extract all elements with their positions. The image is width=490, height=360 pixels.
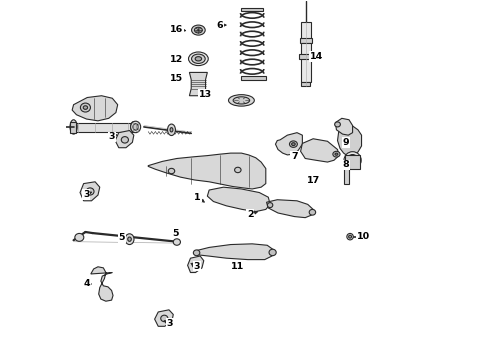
Polygon shape	[155, 310, 173, 326]
Text: 3: 3	[194, 262, 200, 271]
Text: 3: 3	[83, 190, 89, 199]
Ellipse shape	[268, 203, 273, 208]
Bar	[299, 54, 313, 59]
Ellipse shape	[192, 262, 199, 268]
Ellipse shape	[347, 154, 358, 166]
Ellipse shape	[75, 233, 84, 241]
Ellipse shape	[131, 121, 141, 133]
Ellipse shape	[349, 235, 351, 238]
Ellipse shape	[192, 54, 205, 63]
Polygon shape	[74, 123, 134, 132]
Ellipse shape	[128, 237, 131, 241]
Ellipse shape	[233, 97, 250, 104]
Ellipse shape	[290, 141, 297, 147]
Text: 13: 13	[199, 90, 212, 99]
Ellipse shape	[347, 233, 353, 240]
Polygon shape	[345, 155, 360, 168]
Ellipse shape	[292, 143, 295, 145]
Ellipse shape	[125, 234, 134, 244]
Polygon shape	[207, 187, 270, 212]
Ellipse shape	[70, 120, 77, 134]
Text: 2: 2	[247, 210, 254, 219]
Ellipse shape	[309, 210, 316, 215]
Text: 6: 6	[217, 21, 223, 30]
Polygon shape	[70, 122, 76, 133]
Ellipse shape	[161, 315, 168, 321]
Polygon shape	[242, 76, 266, 80]
Ellipse shape	[83, 106, 88, 109]
Polygon shape	[148, 153, 266, 189]
Polygon shape	[242, 8, 263, 11]
Bar	[300, 22, 311, 41]
Ellipse shape	[80, 103, 91, 112]
Text: 5: 5	[172, 229, 178, 238]
Ellipse shape	[333, 151, 340, 157]
Ellipse shape	[189, 52, 208, 66]
Ellipse shape	[86, 188, 94, 195]
Ellipse shape	[168, 124, 175, 135]
Ellipse shape	[228, 95, 254, 106]
Text: 7: 7	[291, 152, 298, 161]
Ellipse shape	[269, 249, 276, 256]
Ellipse shape	[195, 57, 201, 61]
Text: 1: 1	[195, 193, 201, 202]
Text: 14: 14	[310, 52, 323, 61]
Text: 5: 5	[119, 233, 125, 242]
Polygon shape	[188, 256, 204, 273]
Polygon shape	[300, 139, 339, 162]
Polygon shape	[338, 126, 362, 156]
Bar	[300, 82, 310, 86]
Text: 11: 11	[231, 262, 245, 271]
Ellipse shape	[350, 158, 355, 163]
Text: 3: 3	[167, 319, 173, 328]
Ellipse shape	[133, 124, 138, 130]
Polygon shape	[80, 182, 100, 201]
Bar	[301, 42, 311, 82]
Polygon shape	[267, 200, 313, 218]
Ellipse shape	[170, 128, 173, 132]
Ellipse shape	[235, 167, 241, 173]
Polygon shape	[91, 267, 113, 301]
Text: 4: 4	[83, 279, 90, 288]
Ellipse shape	[173, 239, 180, 245]
Text: 16: 16	[170, 25, 183, 34]
Polygon shape	[275, 133, 302, 155]
Ellipse shape	[344, 152, 361, 169]
Ellipse shape	[168, 168, 175, 174]
Polygon shape	[190, 72, 207, 96]
Polygon shape	[115, 131, 134, 148]
Polygon shape	[72, 96, 118, 121]
Text: 15: 15	[171, 75, 183, 84]
Text: 12: 12	[170, 55, 183, 64]
Text: 8: 8	[343, 161, 349, 170]
Text: 17: 17	[307, 176, 320, 185]
Ellipse shape	[194, 250, 200, 256]
Text: 10: 10	[357, 232, 370, 241]
Ellipse shape	[195, 27, 202, 33]
Polygon shape	[335, 118, 353, 135]
Polygon shape	[360, 234, 367, 239]
Ellipse shape	[335, 153, 338, 155]
Bar	[299, 39, 313, 42]
Ellipse shape	[335, 122, 341, 127]
Ellipse shape	[192, 25, 205, 35]
Text: 3: 3	[108, 132, 115, 141]
Polygon shape	[195, 244, 274, 260]
Ellipse shape	[122, 136, 128, 143]
Text: 9: 9	[343, 138, 349, 147]
Ellipse shape	[131, 122, 137, 132]
Polygon shape	[343, 167, 349, 184]
